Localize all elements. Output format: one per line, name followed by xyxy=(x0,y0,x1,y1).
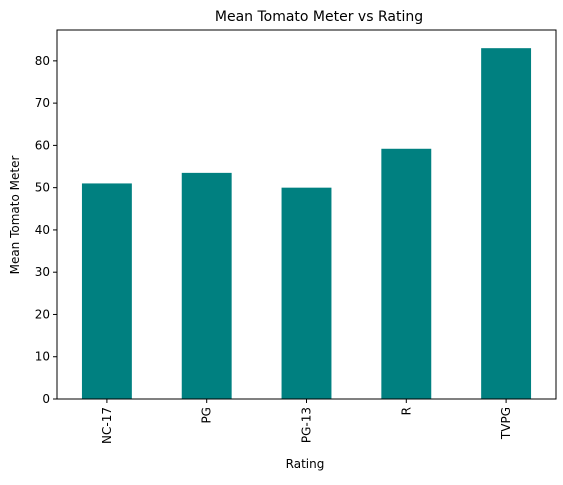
y-tick-label: 10 xyxy=(35,350,50,364)
y-tick-label: 70 xyxy=(35,96,50,110)
bar-pg xyxy=(181,172,232,399)
y-tick-label: 60 xyxy=(35,138,50,152)
x-axis-label: Rating xyxy=(286,457,325,471)
y-tick-label: 50 xyxy=(35,181,50,195)
axes-frame xyxy=(56,29,557,400)
bar-r xyxy=(381,148,432,399)
x-tick-label: NC-17 xyxy=(100,407,114,444)
plot-frame xyxy=(56,29,557,400)
y-tick-label: 80 xyxy=(35,54,50,68)
y-tick-label: 0 xyxy=(42,392,50,406)
x-axis: NC-17 PG PG-13 R TVPG xyxy=(100,399,513,444)
y-tick-label: 30 xyxy=(35,265,50,279)
y-axis-label: Mean Tomato Meter xyxy=(8,156,22,275)
x-tick-label: R xyxy=(399,407,413,415)
bar-pg-13 xyxy=(281,187,332,399)
y-tick-label: 40 xyxy=(35,223,50,237)
x-tick-label: PG xyxy=(200,407,214,424)
y-tick-label: 20 xyxy=(35,307,50,321)
bar-tvpg xyxy=(481,48,532,399)
chart-title: Mean Tomato Meter vs Rating xyxy=(215,9,423,25)
y-axis: 0 10 20 30 40 50 60 70 80 xyxy=(35,54,57,406)
bars xyxy=(81,48,532,399)
bar-nc-17 xyxy=(81,183,132,399)
x-tick-label: TVPG xyxy=(499,407,513,440)
x-tick-label: PG-13 xyxy=(300,407,314,443)
